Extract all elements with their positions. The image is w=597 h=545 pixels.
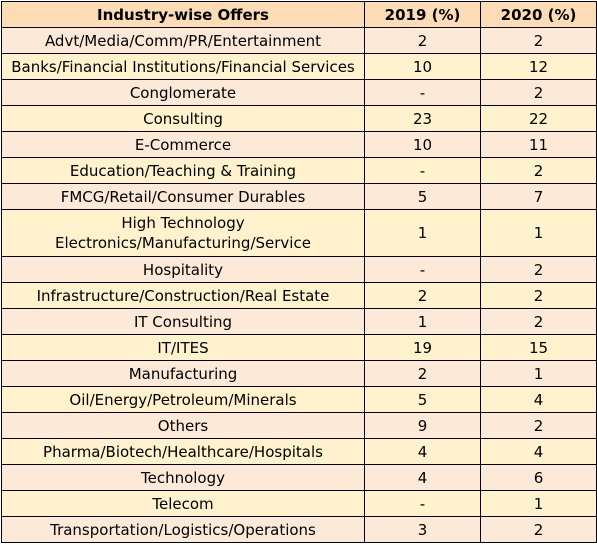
- industry-cell: Pharma/Biotech/Healthcare/Hospitals: [1, 438, 365, 465]
- value-2019-cell: 4: [364, 438, 481, 465]
- value-2020-cell: 2: [480, 308, 597, 335]
- table-row: Education/Teaching & Training - 2: [1, 157, 597, 184]
- value-2020-cell: 12: [480, 53, 597, 80]
- header-row: Industry-wise Offers 2019 (%) 2020 (%): [1, 1, 597, 28]
- industry-cell: Education/Teaching & Training: [1, 157, 365, 184]
- value-2019-cell: 1: [364, 308, 481, 335]
- value-2019-cell: -: [364, 157, 481, 184]
- value-2019-cell: 2: [364, 27, 481, 54]
- value-2019-cell: 4: [364, 464, 481, 491]
- value-2020-cell: 2: [480, 79, 597, 106]
- industry-cell: Hospitality: [1, 256, 365, 283]
- table-row: Transportation/Logistics/Operations 3 2: [1, 516, 597, 543]
- value-2019-cell: 5: [364, 386, 481, 413]
- value-2019-cell: -: [364, 256, 481, 283]
- table-row: Infrastructure/Construction/Real Estate …: [1, 282, 597, 309]
- value-2019-cell: 19: [364, 334, 481, 361]
- industry-cell: Technology: [1, 464, 365, 491]
- value-2020-cell: 11: [480, 131, 597, 158]
- value-2020-cell: 7: [480, 183, 597, 210]
- table-row: Others 9 2: [1, 412, 597, 439]
- industry-cell: High Technology Electronics/Manufacturin…: [1, 209, 365, 257]
- value-2020-cell: 2: [480, 282, 597, 309]
- header-2020: 2020 (%): [480, 1, 597, 28]
- header-2019: 2019 (%): [364, 1, 481, 28]
- value-2020-cell: 22: [480, 105, 597, 132]
- value-2020-cell: 6: [480, 464, 597, 491]
- table-row: Manufacturing 2 1: [1, 360, 597, 387]
- table-row: Consulting 23 22: [1, 105, 597, 132]
- header-industry: Industry-wise Offers: [1, 1, 365, 28]
- industry-cell: Banks/Financial Institutions/Financial S…: [1, 53, 365, 80]
- table-row: IT Consulting 1 2: [1, 308, 597, 335]
- value-2019-cell: 2: [364, 282, 481, 309]
- value-2019-cell: -: [364, 79, 481, 106]
- table-row: Telecom - 1: [1, 490, 597, 517]
- value-2020-cell: 4: [480, 386, 597, 413]
- value-2019-cell: 23: [364, 105, 481, 132]
- industry-cell: Conglomerate: [1, 79, 365, 106]
- value-2019-cell: -: [364, 490, 481, 517]
- industry-cell: Infrastructure/Construction/Real Estate: [1, 282, 365, 309]
- value-2019-cell: 3: [364, 516, 481, 543]
- value-2020-cell: 1: [480, 490, 597, 517]
- value-2019-cell: 10: [364, 131, 481, 158]
- value-2020-cell: 2: [480, 516, 597, 543]
- value-2020-cell: 2: [480, 27, 597, 54]
- value-2019-cell: 1: [364, 209, 481, 257]
- table-row: Conglomerate - 2: [1, 79, 597, 106]
- industry-cell: FMCG/Retail/Consumer Durables: [1, 183, 365, 210]
- industry-cell: IT Consulting: [1, 308, 365, 335]
- value-2019-cell: 10: [364, 53, 481, 80]
- value-2019-cell: 2: [364, 360, 481, 387]
- value-2019-cell: 9: [364, 412, 481, 439]
- industry-cell: Consulting: [1, 105, 365, 132]
- value-2020-cell: 1: [480, 360, 597, 387]
- value-2020-cell: 15: [480, 334, 597, 361]
- table-row: Advt/Media/Comm/PR/Entertainment 2 2: [1, 27, 597, 54]
- table-row: Technology 4 6: [1, 464, 597, 491]
- table-row: Oil/Energy/Petroleum/Minerals 5 4: [1, 386, 597, 413]
- table-row: Pharma/Biotech/Healthcare/Hospitals 4 4: [1, 438, 597, 465]
- industry-cell: E-Commerce: [1, 131, 365, 158]
- table-row: E-Commerce 10 11: [1, 131, 597, 158]
- table-row: High Technology Electronics/Manufacturin…: [1, 209, 597, 257]
- industry-cell: Others: [1, 412, 365, 439]
- table-row: IT/ITES 19 15: [1, 334, 597, 361]
- table-row: Hospitality - 2: [1, 256, 597, 283]
- value-2020-cell: 4: [480, 438, 597, 465]
- value-2020-cell: 2: [480, 157, 597, 184]
- industry-cell: Advt/Media/Comm/PR/Entertainment: [1, 27, 365, 54]
- value-2020-cell: 2: [480, 412, 597, 439]
- table-row: Banks/Financial Institutions/Financial S…: [1, 53, 597, 80]
- value-2020-cell: 1: [480, 209, 597, 257]
- industry-cell: Transportation/Logistics/Operations: [1, 516, 365, 543]
- industry-cell: IT/ITES: [1, 334, 365, 361]
- value-2019-cell: 5: [364, 183, 481, 210]
- value-2020-cell: 2: [480, 256, 597, 283]
- industry-cell: Oil/Energy/Petroleum/Minerals: [1, 386, 365, 413]
- industry-cell: Telecom: [1, 490, 365, 517]
- table-row: FMCG/Retail/Consumer Durables 5 7: [1, 183, 597, 210]
- industry-cell: Manufacturing: [1, 360, 365, 387]
